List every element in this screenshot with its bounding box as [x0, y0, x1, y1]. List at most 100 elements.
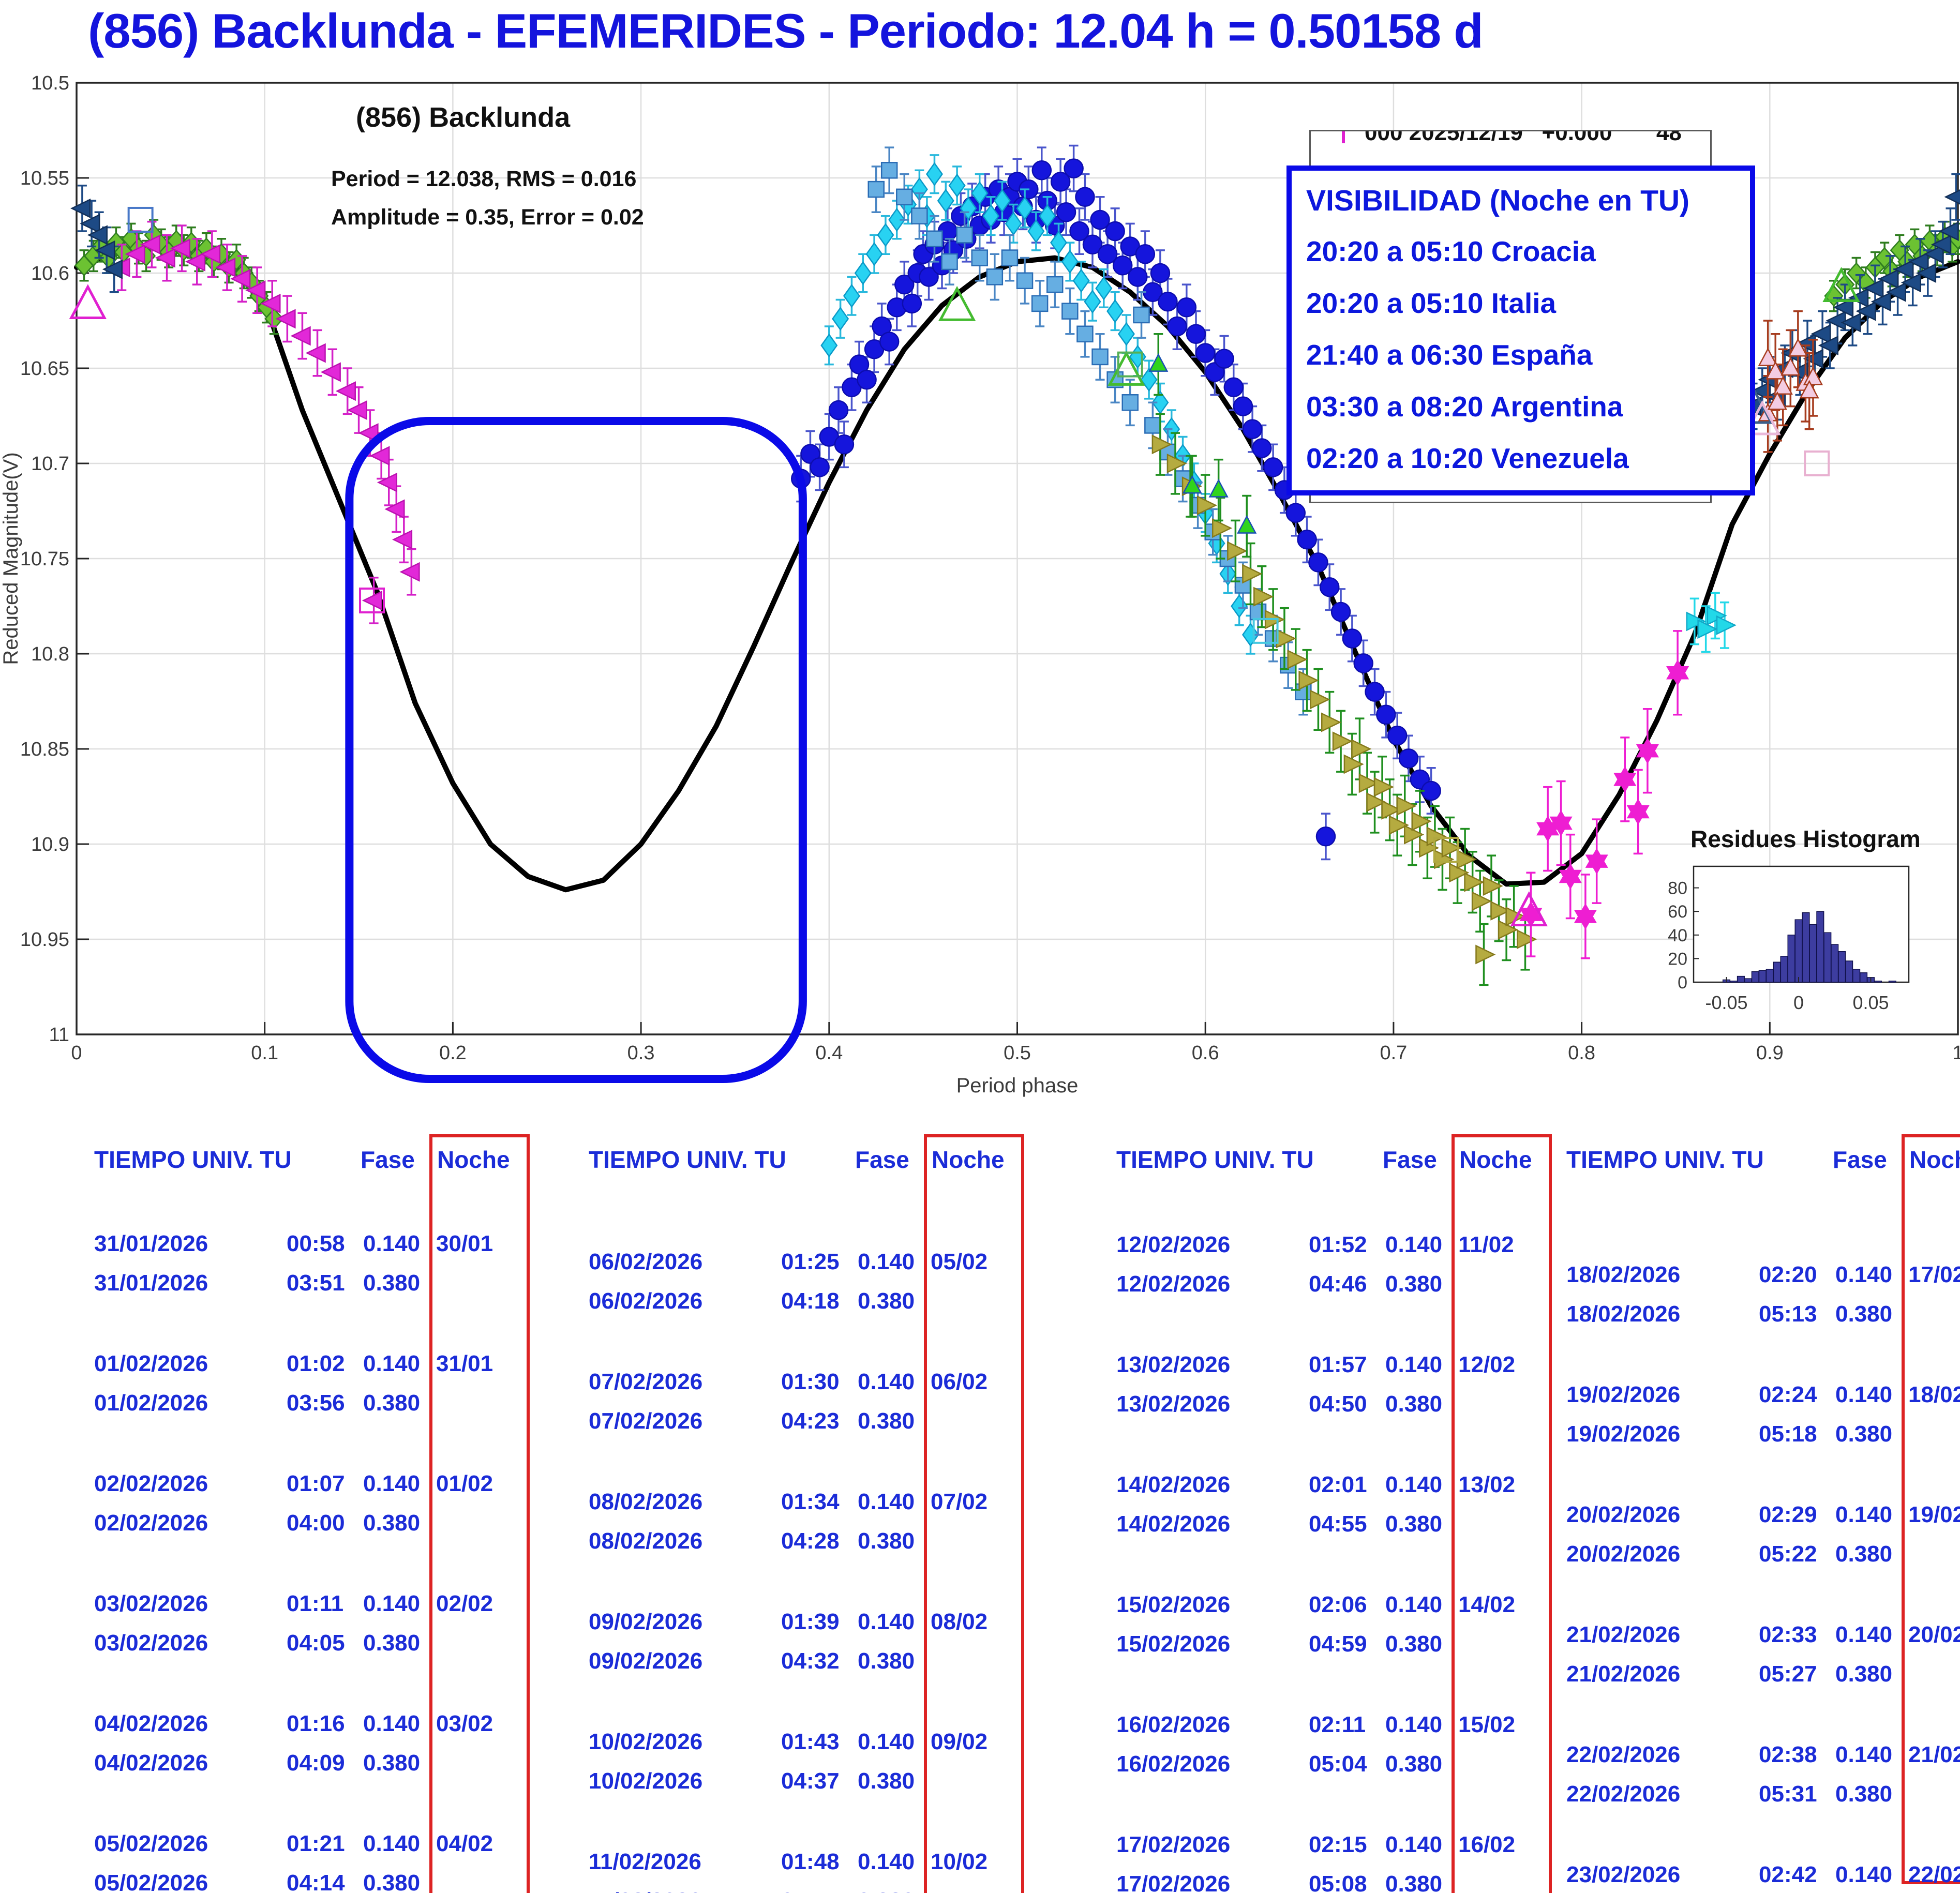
time-cell: 01:11	[287, 1591, 344, 1616]
ephemerides-row: 21/02/2026 05:27 0.380	[1566, 1661, 1960, 1687]
svg-text:0.2: 0.2	[439, 1042, 467, 1064]
fase-cell: 0.140	[1835, 1382, 1893, 1407]
noche-cell	[1458, 1271, 1546, 1297]
date-cell: 13/02/2026	[1116, 1391, 1231, 1417]
col-header-time: TIEMPO UNIV. TU	[589, 1146, 786, 1173]
svg-text:80: 80	[1668, 879, 1687, 898]
y-axis-label: Reduced Magnitude(V)	[0, 452, 22, 665]
ephemerides-row: 06/02/2026 01:25 0.140 05/02	[589, 1249, 1019, 1275]
plot-annotation-period: Period = 12.038, RMS = 0.016	[331, 167, 637, 191]
col-header-time: TIEMPO UNIV. TU	[1566, 1146, 1764, 1173]
svg-text:10.6: 10.6	[31, 263, 69, 284]
noche-cell	[436, 1750, 524, 1776]
visibility-line-espana: 21:40 a 06:30 España	[1306, 339, 1593, 371]
date-cell: 14/02/2026	[1116, 1511, 1231, 1537]
series-open-square-blue	[127, 206, 154, 233]
noche-highlight-box	[924, 1134, 1024, 1893]
date-cell: 01/02/2026	[94, 1351, 208, 1376]
visibility-line-argentina: 03:30 a 08:20 Argentina	[1306, 390, 1623, 423]
time-cell: 02:42	[1759, 1862, 1817, 1887]
ephemerides-row: 15/02/2026 04:59 0.380	[1116, 1631, 1546, 1657]
ephemerides-row: 18/02/2026 02:20 0.140 17/02	[1566, 1262, 1960, 1288]
date-cell: 09/02/2026	[589, 1609, 703, 1634]
fase-cell: 0.140	[1835, 1262, 1893, 1287]
ephemerides-row: 09/02/2026 04:32 0.380	[589, 1648, 1019, 1674]
ephemerides-row: 22/02/2026 02:38 0.140 21/02	[1566, 1742, 1960, 1768]
time-cell: 01:39	[781, 1609, 840, 1634]
time-cell: 01:30	[781, 1369, 840, 1394]
magenta-errorbar-icon	[1342, 131, 1345, 143]
fase-cell: 0.380	[858, 1288, 915, 1314]
svg-text:10.7: 10.7	[31, 453, 69, 475]
date-cell: 23/02/2026	[1566, 1862, 1681, 1887]
fase-cell: 0.140	[1385, 1832, 1443, 1857]
noche-cell	[931, 1288, 1019, 1314]
time-cell: 04:46	[1309, 1271, 1367, 1297]
fase-cell: 0.380	[858, 1528, 915, 1554]
noche-cell: 18/02	[1908, 1382, 1960, 1407]
ephemerides-row: 05/02/2026 04:14 0.380	[94, 1870, 524, 1893]
date-cell: 20/02/2026	[1566, 1541, 1681, 1567]
fase-cell: 0.140	[858, 1489, 915, 1514]
time-cell: 04:23	[781, 1408, 840, 1434]
date-cell: 19/02/2026	[1566, 1382, 1681, 1407]
svg-text:1: 1	[1952, 1042, 1960, 1064]
histogram-title: Residues Histogram	[1690, 825, 1921, 852]
ephemerides-row: 03/02/2026 01:11 0.140 02/02	[94, 1591, 524, 1617]
time-cell: 02:20	[1759, 1262, 1817, 1287]
date-cell: 03/02/2026	[94, 1591, 208, 1616]
ephemerides-row: 15/02/2026 02:06 0.140 14/02	[1116, 1592, 1546, 1618]
fase-cell: 0.140	[1835, 1742, 1893, 1767]
fase-cell: 0.140	[1385, 1232, 1443, 1257]
ephemerides-row: 17/02/2026 05:08 0.380	[1116, 1871, 1546, 1893]
svg-text:20: 20	[1668, 949, 1687, 969]
noche-cell: 31/01	[436, 1351, 493, 1376]
series-magenta-stars	[1519, 630, 1689, 959]
date-cell: 16/02/2026	[1116, 1712, 1231, 1737]
fase-cell: 0.140	[363, 1831, 421, 1856]
svg-text:0: 0	[1793, 992, 1804, 1013]
noche-cell	[1458, 1391, 1546, 1417]
time-cell: 04:37	[781, 1768, 840, 1794]
table-header: TIEMPO UNIV. TU Fase Noche	[1566, 1146, 1960, 1174]
svg-text:10.95: 10.95	[20, 929, 69, 951]
svg-text:0.9: 0.9	[1756, 1042, 1784, 1064]
ephemerides-row: 14/02/2026 04:55 0.380	[1116, 1511, 1546, 1537]
series-open-square-magenta	[359, 587, 385, 613]
time-cell: 05:18	[1759, 1421, 1817, 1447]
noche-cell	[931, 1528, 1019, 1554]
fase-cell: 0.140	[363, 1471, 421, 1496]
date-cell: 17/02/2026	[1116, 1832, 1231, 1857]
fase-cell: 0.380	[1385, 1391, 1443, 1417]
ephemerides-row: 08/02/2026 01:34 0.140 07/02	[589, 1489, 1019, 1515]
date-cell: 04/02/2026	[94, 1711, 208, 1736]
fase-cell: 0.140	[1385, 1472, 1443, 1497]
svg-text:0.3: 0.3	[627, 1042, 655, 1064]
date-cell: 15/02/2026	[1116, 1592, 1231, 1617]
ephemerides-row: 07/02/2026 01:30 0.140 06/02	[589, 1369, 1019, 1395]
fase-cell: 0.380	[1385, 1271, 1443, 1297]
noche-highlight-box	[429, 1134, 530, 1893]
ephemerides-row: 13/02/2026 01:57 0.140 12/02	[1116, 1352, 1546, 1378]
visibility-box: VISIBILIDAD (Noche en TU) 20:20 a 05:10 …	[1286, 166, 1755, 495]
svg-text:0.8: 0.8	[1568, 1042, 1595, 1064]
fase-cell: 0.140	[1835, 1502, 1893, 1527]
ephemerides-row: 14/02/2026 02:01 0.140 13/02	[1116, 1472, 1546, 1498]
ephemerides-row: 11/02/2026 01:48 0.140 10/02	[589, 1849, 1019, 1875]
date-cell: 12/02/2026	[1116, 1232, 1231, 1257]
fase-cell: 0.380	[858, 1888, 922, 1893]
ephemerides-row: 10/02/2026 04:37 0.380	[589, 1768, 1019, 1794]
ephemerides-row: 20/02/2026 05:22 0.380	[1566, 1541, 1960, 1567]
svg-text:0.05: 0.05	[1852, 992, 1889, 1013]
noche-highlight-box	[1452, 1134, 1552, 1893]
svg-text:0: 0	[71, 1042, 82, 1064]
time-cell: 05:31	[1759, 1781, 1817, 1807]
time-cell: 05:13	[1759, 1301, 1817, 1327]
date-cell: 10/02/2026	[589, 1729, 703, 1754]
noche-cell: 17/02	[1908, 1262, 1960, 1287]
fase-cell: 0.380	[1835, 1661, 1893, 1687]
date-cell: 12/02/2026	[1116, 1271, 1231, 1297]
noche-cell	[931, 1768, 1019, 1794]
